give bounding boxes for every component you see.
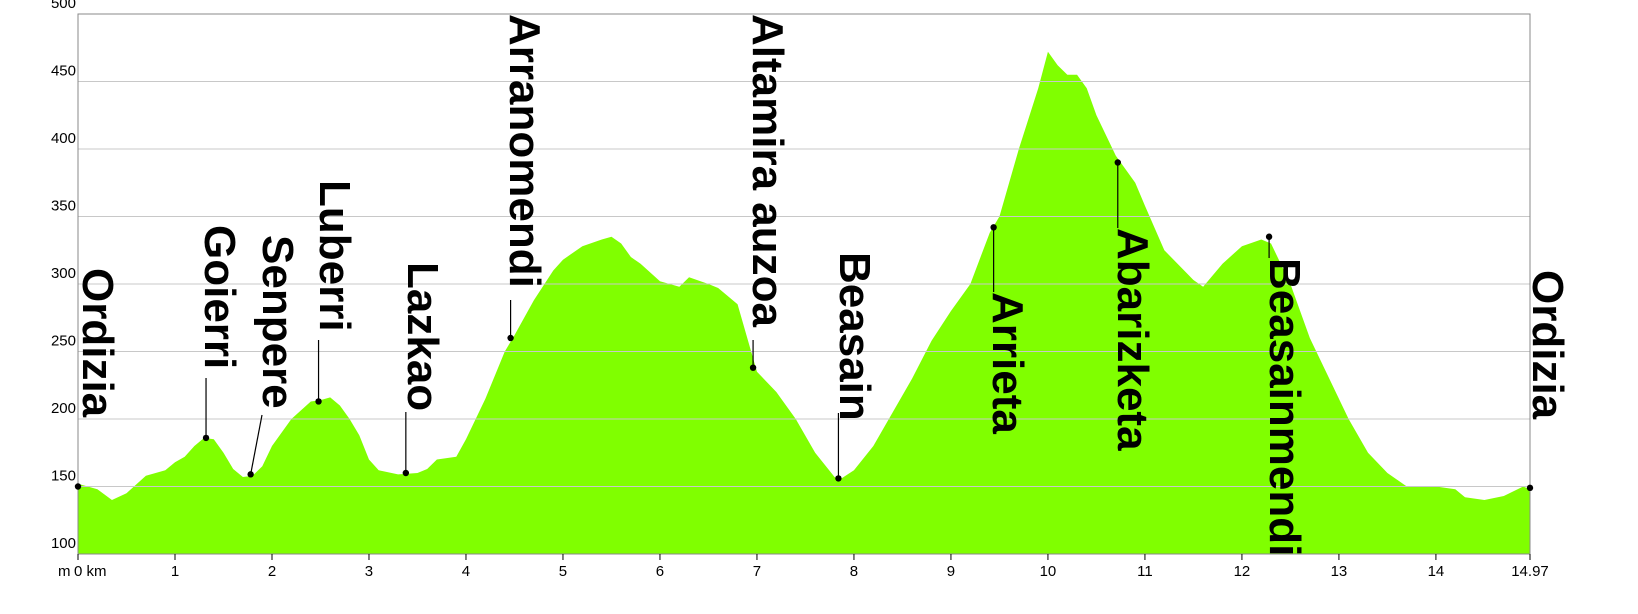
x-tick-label: 3 — [365, 563, 373, 580]
x-tick-label: 2 — [268, 563, 276, 580]
waypoint — [1526, 484, 1534, 492]
waypoint — [315, 398, 322, 405]
waypoint-label: Abarizketa — [1108, 228, 1157, 451]
x-tick-label: 8 — [850, 563, 858, 580]
waypoint — [247, 471, 254, 478]
x-tick-label: 14.97 — [1511, 563, 1549, 580]
waypoint — [507, 334, 514, 342]
y-tick-label: 100 — [51, 535, 76, 552]
plot-border — [77, 13, 1531, 555]
waypoint — [990, 224, 997, 231]
elevation-area — [78, 51, 1530, 555]
x-tick-label: 10 — [1040, 563, 1057, 580]
x-tick-label: 11 — [1137, 563, 1153, 580]
waypoint-label: Goierri — [195, 225, 244, 369]
x-tick-label: 14 — [1428, 563, 1445, 580]
waypoint-label: Ordizia — [73, 268, 122, 418]
waypoint — [74, 483, 82, 490]
x-tick-label: 6 — [656, 563, 664, 580]
x-tick-label: 13 — [1331, 563, 1348, 580]
waypoint-label: Beasain — [830, 252, 879, 421]
x-tick-label: 5 — [559, 563, 567, 580]
waypoint — [402, 469, 410, 477]
x-tick-label: 1 — [171, 563, 179, 580]
x-tick-label: 7 — [753, 563, 761, 580]
waypoint — [835, 475, 842, 482]
waypoint — [202, 434, 210, 442]
y-tick-label: 400 — [51, 130, 76, 147]
y-axis-unit: m — [58, 563, 71, 580]
waypoint-label: Arranomendi — [500, 14, 549, 288]
waypoint — [749, 364, 757, 371]
x-tick-label: 0 km — [74, 563, 107, 580]
waypoint-label: Lazkao — [398, 262, 447, 411]
waypoint — [1265, 233, 1273, 240]
y-tick-label: 200 — [51, 400, 76, 417]
x-tick-label: 12 — [1234, 563, 1251, 580]
y-tick-label: 150 — [51, 468, 76, 485]
waypoint-label: Beasainmendi — [1260, 258, 1309, 556]
waypoint-label: Ordizia — [1523, 270, 1572, 420]
waypoint — [1114, 159, 1121, 166]
y-tick-label: 300 — [51, 265, 76, 282]
waypoint-label: Luberri — [310, 180, 359, 332]
x-tick-label: 4 — [462, 563, 470, 580]
y-tick-label: 250 — [51, 333, 76, 350]
waypoint-label: Arrieta — [983, 292, 1032, 434]
leader-line — [250, 414, 263, 475]
waypoint-label: Altamira auzoa — [743, 14, 792, 328]
x-tick-label: 9 — [947, 563, 955, 580]
y-tick-label: 500 — [51, 0, 76, 12]
y-tick-label: 450 — [51, 63, 76, 80]
y-tick-label: 350 — [51, 198, 76, 215]
waypoint-label: Senpere — [253, 235, 302, 409]
